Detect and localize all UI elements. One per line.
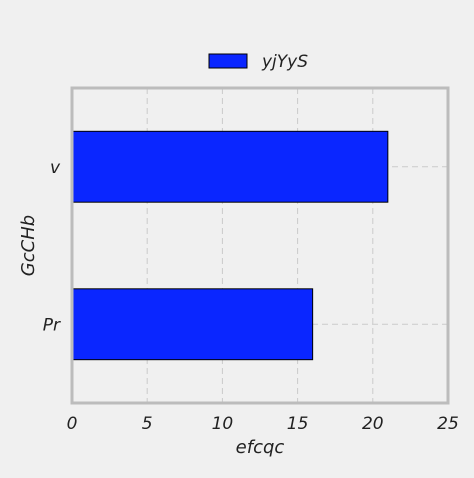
plot-frame <box>70 86 450 405</box>
legend-label: yjYyS <box>261 52 308 72</box>
y-tick-label: Pr <box>43 315 61 335</box>
y-axis-label: GcCHb <box>18 215 39 276</box>
y-tick-label: v <box>50 158 61 178</box>
x-tick-label: 0 <box>67 414 78 434</box>
legend-swatch <box>208 53 248 69</box>
x-axis-label: efcqc <box>236 437 285 458</box>
bar-v <box>71 130 389 203</box>
x-tick-label: 5 <box>142 414 153 434</box>
y-tick-labels: Pr v <box>43 158 61 336</box>
bars <box>71 130 389 361</box>
x-tick-label: 25 <box>437 414 459 434</box>
x-tick-label: 15 <box>287 414 309 434</box>
bar-Pr <box>71 288 314 361</box>
x-tick-label: 20 <box>362 414 384 434</box>
x-tick-label: 10 <box>212 414 234 434</box>
legend: yjYyS <box>208 52 308 72</box>
x-tick-labels: 0 5 10 15 20 25 <box>67 414 459 434</box>
